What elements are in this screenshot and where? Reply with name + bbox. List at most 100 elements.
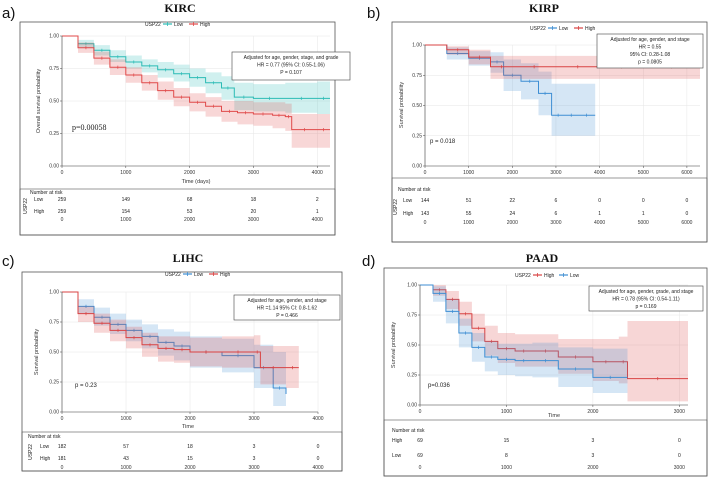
- risk-count: 6: [555, 198, 558, 204]
- risk-x-tick-label: 6000: [681, 220, 692, 226]
- risk-count: 1: [316, 209, 319, 215]
- risk-x-tick-label: 3000: [674, 465, 685, 471]
- annotation-line: p = 0.0805: [638, 60, 662, 66]
- x-tick-label: 5000: [638, 170, 649, 176]
- x-tick-label: 2000: [184, 170, 195, 176]
- risk-count: 144: [421, 198, 430, 204]
- ci-band-low: [420, 285, 628, 393]
- y-tick-label: 0.25: [412, 133, 422, 139]
- risk-x-tick-label: 1000: [501, 465, 512, 471]
- x-axis-label: Time: [182, 424, 194, 430]
- risk-x-tick-label: 2000: [184, 217, 195, 223]
- x-tick-label: 0: [419, 409, 422, 415]
- legend-entry-low: Low: [559, 26, 569, 32]
- y-tick-label: 0.75: [412, 73, 422, 79]
- risk-count: 154: [122, 209, 131, 215]
- annotation-line: Adjusted for age, gender, and stage: [610, 37, 689, 43]
- risk-x-tick-label: 2000: [507, 220, 518, 226]
- risk-x-tick-label: 0: [61, 217, 64, 223]
- risk-count: 8: [505, 453, 508, 459]
- risk-row-label-low: Low: [34, 197, 44, 203]
- x-tick-label: 1000: [120, 416, 131, 422]
- risk-x-tick-label: 5000: [638, 220, 649, 226]
- y-tick-label: 0.00: [49, 410, 59, 416]
- ci-band-low: [62, 292, 286, 409]
- risk-count: 0: [317, 456, 320, 462]
- y-axis-label: Survival probability: [399, 82, 405, 128]
- risk-x-tick-label: 4000: [312, 465, 323, 471]
- risk-count: 182: [58, 444, 67, 450]
- y-tick-label: 0.50: [407, 343, 417, 349]
- y-axis-label: Survival probability: [34, 329, 40, 375]
- risk-x-tick-label: 3000: [550, 220, 561, 226]
- x-tick-label: 2000: [507, 170, 518, 176]
- x-tick-label: 3000: [248, 416, 259, 422]
- y-tick-label: 0.50: [412, 103, 422, 109]
- risk-x-tick-label: 2000: [184, 465, 195, 471]
- annotation-line: HR = 0.55: [639, 45, 662, 51]
- p-value: p=0.00058: [72, 123, 107, 132]
- risk-row-label-low: Low: [403, 198, 413, 204]
- annotation-line: P = 0.466: [276, 313, 298, 319]
- x-tick-label: 2000: [184, 416, 195, 422]
- y-tick-label: 0.00: [412, 164, 422, 170]
- x-tick-label: 1000: [463, 170, 474, 176]
- panel-title: KIRC: [164, 1, 195, 15]
- x-tick-label: 0: [424, 170, 427, 176]
- risk-count: 1: [598, 211, 601, 217]
- risk-group-label: USP22: [28, 444, 34, 460]
- legend-entry-high: High: [544, 273, 555, 279]
- risk-count: 0: [686, 211, 689, 217]
- x-tick-label: 1000: [120, 170, 131, 176]
- risk-table-title: Number at risk: [30, 190, 63, 196]
- panel-letter: b): [367, 5, 380, 22]
- panel-letter: c): [2, 253, 15, 270]
- ci-band-high: [425, 45, 700, 79]
- panel-a: a) KIRC 0.00 0.25 0.50 0.75 1.00 0 1000 2000 3000 4…: [2, 1, 351, 236]
- panel-title: PAAD: [526, 251, 559, 265]
- risk-x-tick-label: 4000: [312, 217, 323, 223]
- x-axis-label: Time (days): [182, 179, 211, 185]
- annotation-line: Adjusted for age, gender, stage, and gra…: [244, 55, 339, 61]
- annotation-line: 95% CI: 0.28-1.08: [630, 52, 671, 58]
- risk-count: 0: [598, 198, 601, 204]
- ci-band-high: [420, 285, 688, 402]
- risk-count: 259: [58, 197, 67, 203]
- risk-table-border: [383, 419, 708, 477]
- risk-x-tick-label: 4000: [594, 220, 605, 226]
- panel-title: LIHC: [173, 251, 204, 265]
- annotation-box: [231, 51, 351, 81]
- p-value: p=0.036: [428, 383, 451, 389]
- risk-count: 22: [510, 198, 516, 204]
- risk-count: 69: [417, 438, 423, 444]
- x-tick-label: 3000: [550, 170, 561, 176]
- risk-x-tick-label: 0: [61, 465, 64, 471]
- legend-title: USP22: [515, 273, 531, 279]
- x-tick-label: 4000: [594, 170, 605, 176]
- risk-count: 51: [466, 198, 472, 204]
- survival-curve-low: [420, 284, 628, 378]
- legend-title: USP22: [145, 22, 161, 28]
- risk-count: 55: [466, 211, 472, 217]
- risk-table-title: Number at risk: [28, 434, 61, 440]
- risk-count: 3: [253, 456, 256, 462]
- risk-count: 20: [251, 209, 257, 215]
- risk-count: 0: [678, 438, 681, 444]
- x-tick-label: 1000: [501, 409, 512, 415]
- ci-band-low: [425, 45, 596, 136]
- risk-count: 149: [122, 197, 131, 203]
- annotation-line: HR = 0.77 (95% CI: 0.55-1.06): [257, 63, 325, 69]
- risk-row-label-high: High: [34, 209, 45, 215]
- y-axis-label: Survival probability: [391, 322, 397, 368]
- risk-x-tick-label: 0: [419, 465, 422, 471]
- risk-count: 0: [678, 453, 681, 459]
- annotation-box: [596, 33, 704, 69]
- y-tick-label: 1.00: [49, 290, 59, 296]
- risk-table-border: [19, 188, 336, 236]
- x-tick-label: 0: [61, 170, 64, 176]
- risk-count: 3: [253, 444, 256, 450]
- risk-count: 1: [642, 211, 645, 217]
- y-tick-label: 0.75: [407, 313, 417, 319]
- risk-count: 6: [555, 211, 558, 217]
